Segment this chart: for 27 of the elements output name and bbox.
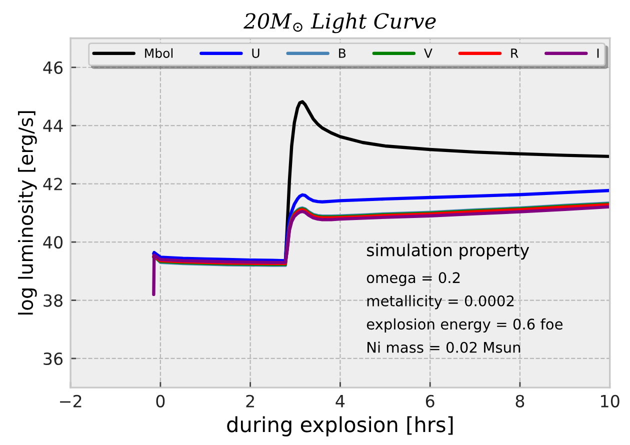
x-tick-label: 10 (601, 394, 620, 408)
y-tick-label: 42 (43, 178, 62, 190)
legend-label: U (252, 48, 260, 58)
annotation: explosion energy = 0.6 foe (366, 318, 562, 332)
x-axis-title: during explosion [hrs] (227, 416, 453, 436)
y-axis-title: log luminosity [erg/s] (18, 111, 37, 314)
legend-label: V (424, 48, 432, 58)
x-tick-label: 6 (426, 394, 434, 408)
annotation: metallicity = 0.0002 (367, 295, 514, 310)
x-tick-label: 0 (156, 394, 165, 408)
y-tick-label: 36 (44, 352, 63, 366)
x-tick-label: −2 (60, 394, 82, 408)
chart-title: 20M$_{⊙}$ Light Curve (244, 12, 436, 34)
x-tick-label: 4 (336, 395, 345, 408)
x-tick-label: 2 (246, 394, 254, 408)
legend-label: I (597, 48, 599, 58)
annotation: simulation property (366, 243, 530, 260)
y-tick-label: 46 (43, 61, 63, 74)
annotation: Ni mass = 0.02 Msun (368, 342, 520, 353)
y-tick-label: 38 (44, 294, 62, 307)
legend-label: R (511, 48, 518, 58)
legend-label: B (339, 48, 346, 58)
x-tick-label: 8 (516, 394, 524, 408)
y-tick-label: 40 (43, 236, 63, 249)
y-tick-label: 44 (43, 120, 63, 132)
legend-label: Mbol (145, 48, 173, 58)
annotation: omega = 0.2 (366, 272, 460, 286)
